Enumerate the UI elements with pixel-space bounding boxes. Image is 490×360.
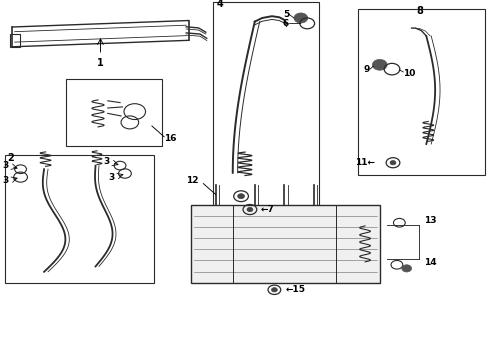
Text: 3: 3: [103, 157, 110, 166]
Bar: [10, 34, 20, 47]
Circle shape: [372, 59, 387, 70]
Text: 11←: 11←: [355, 158, 375, 167]
Text: 14: 14: [424, 258, 437, 267]
Text: 4: 4: [217, 0, 224, 9]
Text: 1: 1: [97, 58, 104, 68]
Circle shape: [402, 265, 412, 272]
Circle shape: [238, 194, 245, 199]
Bar: [358, 9, 485, 175]
Text: 3: 3: [2, 161, 8, 170]
Circle shape: [390, 161, 396, 165]
Text: 3: 3: [2, 176, 8, 185]
Text: ←7: ←7: [261, 205, 274, 214]
Text: 16: 16: [164, 134, 177, 143]
Circle shape: [247, 207, 253, 212]
Bar: [66, 79, 162, 146]
Text: 10: 10: [403, 69, 416, 78]
Text: 13: 13: [424, 216, 437, 225]
Bar: [213, 2, 318, 218]
Bar: [191, 205, 380, 283]
Text: 6: 6: [283, 19, 289, 28]
Circle shape: [294, 13, 308, 23]
Text: 5: 5: [283, 10, 289, 19]
Text: 3: 3: [108, 173, 115, 181]
Bar: [5, 155, 154, 283]
Text: 12: 12: [186, 176, 198, 185]
Text: 2: 2: [7, 153, 14, 163]
Text: 8: 8: [416, 6, 423, 17]
Text: ←15: ←15: [285, 285, 305, 294]
Circle shape: [271, 288, 277, 292]
Text: 9: 9: [364, 65, 370, 74]
